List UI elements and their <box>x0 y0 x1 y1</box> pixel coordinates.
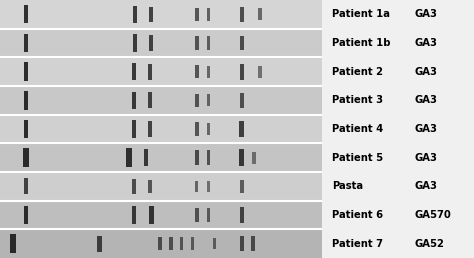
Text: GA3: GA3 <box>415 67 438 77</box>
Bar <box>10 234 16 253</box>
Bar <box>207 123 210 135</box>
Bar <box>195 65 199 78</box>
Text: Patient 2: Patient 2 <box>332 67 383 77</box>
Text: Patient 3: Patient 3 <box>332 95 383 105</box>
Text: Patient 4: Patient 4 <box>332 124 383 134</box>
Bar <box>148 64 152 80</box>
Bar <box>240 64 244 80</box>
Bar <box>207 150 210 165</box>
Bar <box>24 5 28 23</box>
Bar <box>258 66 262 78</box>
Bar <box>195 150 199 165</box>
Bar <box>24 62 28 81</box>
Bar <box>0 29 322 57</box>
Text: GA3: GA3 <box>415 153 438 163</box>
Bar <box>0 172 322 201</box>
Bar <box>195 8 199 21</box>
Bar <box>207 181 210 192</box>
Bar <box>24 34 28 52</box>
Bar <box>131 63 136 80</box>
Text: Pasta: Pasta <box>332 181 363 191</box>
Bar <box>24 206 28 224</box>
Bar <box>148 35 153 51</box>
Bar <box>0 201 322 229</box>
Text: Patient 6: Patient 6 <box>332 210 383 220</box>
Text: Patient 7: Patient 7 <box>332 239 383 249</box>
Text: Patient 5: Patient 5 <box>332 153 383 163</box>
Bar <box>195 208 199 222</box>
Bar <box>0 0 322 29</box>
Bar <box>240 93 244 108</box>
Bar <box>195 94 199 107</box>
Text: GA52: GA52 <box>415 239 445 249</box>
Bar <box>195 181 198 192</box>
Bar <box>240 207 244 223</box>
Bar <box>132 179 136 194</box>
Text: GA3: GA3 <box>415 9 438 19</box>
Bar <box>149 206 154 224</box>
Text: GA3: GA3 <box>415 181 438 191</box>
Bar <box>0 143 322 172</box>
Bar <box>148 6 153 22</box>
Bar <box>239 149 244 166</box>
Bar <box>23 148 28 167</box>
Bar <box>207 66 210 78</box>
Bar <box>251 236 255 251</box>
Bar <box>131 92 136 109</box>
Bar <box>207 36 210 50</box>
Bar <box>148 180 152 193</box>
Bar <box>195 123 199 135</box>
Bar <box>158 237 162 250</box>
Bar <box>207 8 210 21</box>
Bar <box>180 237 183 250</box>
Bar <box>148 121 152 137</box>
Text: Patient 1b: Patient 1b <box>332 38 390 48</box>
Bar <box>0 86 322 115</box>
Bar <box>24 91 28 110</box>
Text: GA570: GA570 <box>415 210 452 220</box>
Bar <box>24 120 28 138</box>
Text: GA3: GA3 <box>415 95 438 105</box>
Bar <box>252 152 256 164</box>
Bar <box>240 36 244 50</box>
Bar <box>258 8 262 20</box>
Bar <box>133 6 137 23</box>
Bar <box>240 180 244 193</box>
Bar <box>239 121 244 137</box>
Bar <box>24 178 28 194</box>
Bar <box>131 206 136 224</box>
Bar <box>207 94 210 106</box>
Bar <box>191 237 194 250</box>
Text: Patient 1a: Patient 1a <box>332 9 390 19</box>
Bar <box>126 148 132 167</box>
Bar <box>133 34 137 52</box>
Bar <box>240 236 244 251</box>
Text: GA3: GA3 <box>415 124 438 134</box>
Bar <box>212 238 216 249</box>
Bar <box>0 115 322 143</box>
Bar <box>98 236 101 252</box>
Bar <box>148 92 152 108</box>
Bar <box>207 208 210 222</box>
Bar <box>144 149 148 166</box>
Bar <box>240 7 244 22</box>
Bar <box>322 0 474 258</box>
Bar <box>0 229 322 258</box>
Bar <box>195 36 199 50</box>
Text: GA3: GA3 <box>415 38 438 48</box>
Bar <box>131 120 136 138</box>
Bar <box>169 237 173 250</box>
Bar <box>0 57 322 86</box>
